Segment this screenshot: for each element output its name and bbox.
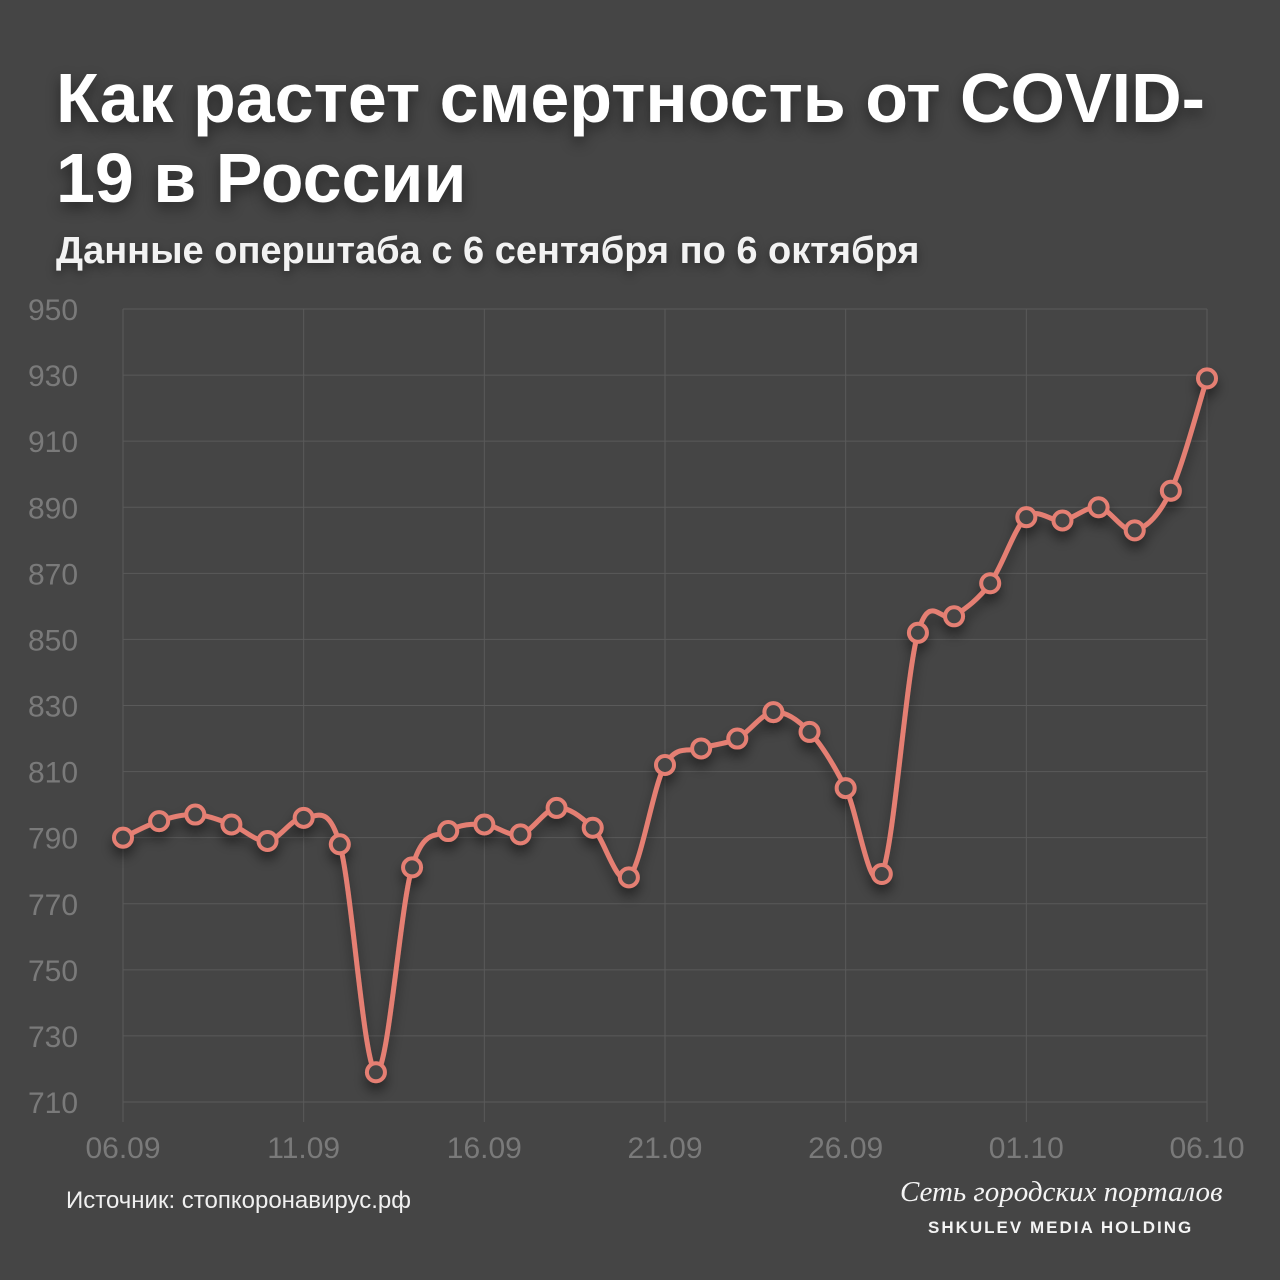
x-tick-label: 21.09 bbox=[627, 1132, 702, 1165]
y-tick-label: 810 bbox=[28, 757, 78, 790]
data-point bbox=[834, 777, 857, 800]
chart-title: Как растет смертность от COVID-19 в Росс… bbox=[56, 59, 1205, 217]
y-tick-label: 930 bbox=[28, 360, 78, 393]
data-point bbox=[690, 737, 713, 760]
data-point bbox=[328, 833, 351, 856]
y-tick-label: 710 bbox=[28, 1087, 78, 1120]
data-point bbox=[943, 605, 966, 628]
data-point bbox=[654, 753, 676, 776]
data-point bbox=[401, 856, 424, 879]
data-point bbox=[473, 813, 496, 836]
brand-logo-text: Сеть городских порталов bbox=[900, 1176, 1223, 1208]
data-point bbox=[292, 806, 315, 829]
data-point bbox=[1196, 367, 1218, 390]
data-point bbox=[1087, 496, 1110, 519]
grid bbox=[122, 308, 1208, 1122]
data-point bbox=[798, 720, 821, 743]
data-point bbox=[256, 829, 279, 852]
series bbox=[112, 367, 1218, 1084]
x-tick-label: 01.10 bbox=[989, 1132, 1064, 1165]
data-point bbox=[437, 820, 460, 843]
data-point bbox=[1123, 519, 1146, 542]
data-point bbox=[112, 826, 134, 849]
data-point bbox=[906, 621, 929, 644]
data-point bbox=[1015, 506, 1038, 529]
x-tick-label: 06.10 bbox=[1169, 1132, 1244, 1165]
y-tick-label: 750 bbox=[28, 955, 78, 988]
y-tick-label: 790 bbox=[28, 823, 78, 856]
data-point bbox=[509, 823, 532, 846]
data-point bbox=[617, 866, 640, 889]
x-axis-ticks: 06.09 11.09 16.09 21.09 26.09 01.10 06.10 bbox=[85, 1132, 1244, 1165]
data-point bbox=[870, 863, 893, 886]
data-point bbox=[184, 803, 207, 826]
chart-subtitle: Данные оперштаба с 6 сентября по 6 октяб… bbox=[56, 230, 920, 272]
y-tick-label: 730 bbox=[28, 1021, 78, 1054]
x-tick-label: 26.09 bbox=[808, 1132, 883, 1165]
brand-holding-name: SHKULEV MEDIA HOLDING bbox=[928, 1218, 1194, 1237]
data-point bbox=[364, 1061, 387, 1084]
y-tick-label: 850 bbox=[28, 624, 78, 657]
x-tick-label: 06.09 bbox=[85, 1132, 160, 1165]
x-tick-label: 11.09 bbox=[267, 1132, 340, 1165]
data-point bbox=[1051, 509, 1074, 532]
data-point bbox=[581, 816, 604, 839]
x-tick-label: 16.09 bbox=[447, 1132, 522, 1165]
data-point bbox=[148, 810, 171, 833]
y-tick-label: 950 bbox=[28, 294, 78, 327]
y-tick-label: 870 bbox=[28, 558, 78, 591]
data-point bbox=[979, 572, 1002, 595]
data-point bbox=[220, 813, 243, 836]
y-tick-label: 770 bbox=[28, 889, 78, 922]
data-point bbox=[545, 796, 568, 819]
data-point bbox=[726, 727, 749, 750]
y-tick-label: 910 bbox=[28, 426, 78, 459]
y-axis-ticks: 950 930 910 890 870 850 830 810 790 770 750 730 710 bbox=[28, 294, 78, 1120]
data-point bbox=[762, 701, 785, 724]
source-note: Источник: стопкоронавирус.рф bbox=[66, 1187, 411, 1214]
y-tick-label: 830 bbox=[28, 691, 78, 724]
data-point bbox=[1159, 479, 1182, 502]
y-tick-label: 890 bbox=[28, 492, 78, 525]
